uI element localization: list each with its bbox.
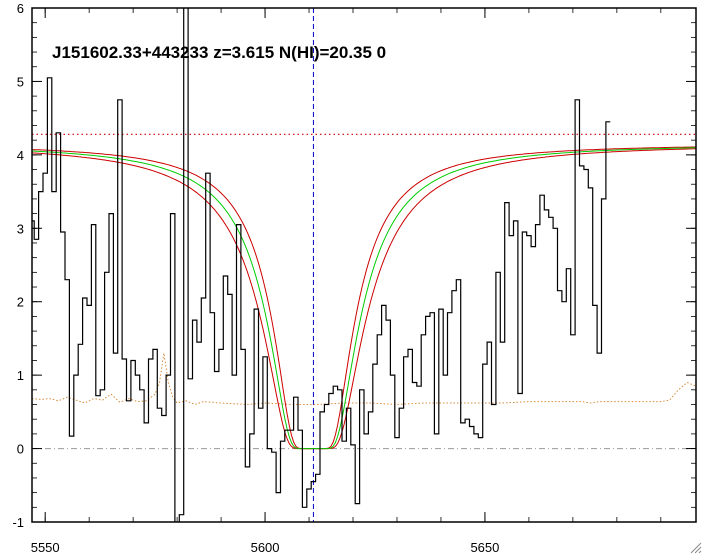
y-tick-label: 6 <box>17 1 24 16</box>
flux-spectrum-line <box>32 8 611 522</box>
model-lower-bound-line <box>32 146 696 450</box>
x-tick-label: 5650 <box>470 540 499 555</box>
resize-grip-icon[interactable] <box>690 542 702 554</box>
y-tick-label: 2 <box>17 295 24 310</box>
plot-frame <box>31 7 697 523</box>
y-tick-label: 1 <box>17 368 24 383</box>
model-upper-bound-line <box>32 148 696 450</box>
error-spectrum-line <box>32 353 696 406</box>
y-tick-label: 0 <box>17 442 24 457</box>
model-best-fit-line <box>32 147 696 450</box>
axes: -1 0 1 2 3 4 5 6 5550 5600 5650 <box>12 1 697 555</box>
y-tick-label: 4 <box>17 148 24 163</box>
plot-area <box>32 8 696 522</box>
y-tick-label: -1 <box>12 515 24 530</box>
x-tick-label: 5550 <box>31 540 60 555</box>
y-tick-label: 5 <box>17 74 24 89</box>
y-tick-label: 3 <box>17 221 24 236</box>
x-tick-label: 5600 <box>251 540 280 555</box>
chart-title: J151602.33+443233 z=3.615 N(HI)=20.35 0 <box>52 43 386 62</box>
